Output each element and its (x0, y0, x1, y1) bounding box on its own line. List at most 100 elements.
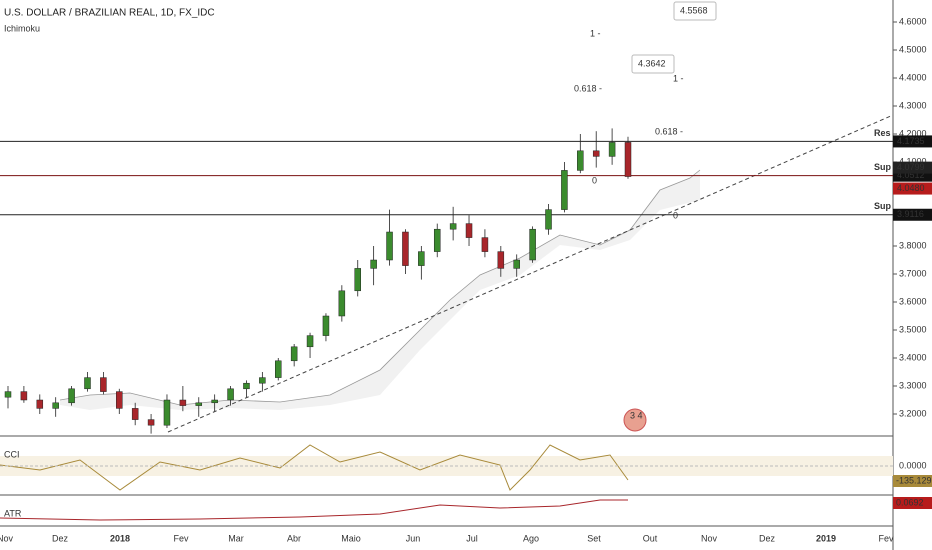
y-tick-label: 4.4000 (899, 72, 927, 82)
candle-body (465, 223, 473, 238)
candle-body (481, 237, 489, 252)
candle-body (306, 335, 314, 348)
level-price-box (893, 208, 932, 221)
x-tick-label: Nov (0, 533, 13, 543)
y-tick-label: 4.5000 (899, 44, 927, 54)
candle-body (497, 251, 505, 269)
y-tick-label: 4.1000 (899, 156, 927, 166)
candle-body (84, 377, 91, 390)
candle-body (243, 382, 250, 390)
trend-line (167, 114, 894, 433)
level-price-label: 3.9116 (897, 209, 924, 219)
level-tag: Sup (874, 162, 892, 172)
candle-body (131, 408, 139, 420)
x-tick-label: Dez (759, 533, 776, 543)
candle-body (354, 268, 361, 292)
annotation: 0.618 - (574, 83, 602, 93)
y-tick-label: 3.2000 (899, 408, 927, 418)
y-tick-label: 3.3000 (899, 380, 927, 390)
candle-body (322, 315, 330, 336)
candle-body (577, 150, 584, 171)
candle-body (259, 377, 266, 384)
event-badge (623, 408, 647, 432)
atr-line (0, 499, 628, 521)
level-price-label: 4.1735 (897, 136, 925, 146)
level-price-label: 4.0512 (897, 170, 925, 180)
callout-box (631, 54, 675, 74)
candle-body (195, 402, 203, 406)
y-tick-label: 3.5000 (899, 324, 927, 334)
x-tick-label: Abr (287, 533, 301, 543)
candle-body (290, 346, 298, 362)
y-tick-label: 4.6000 (899, 16, 927, 26)
chart-subtitle: Ichimoku (4, 23, 40, 33)
candle-body (418, 251, 425, 266)
level-tag: Res (874, 128, 891, 138)
candle-body (513, 259, 520, 269)
annotation: 1 - (590, 28, 601, 38)
x-tick-label: Jun (406, 533, 421, 543)
x-tick-label: Maio (341, 533, 361, 543)
callout-box (673, 1, 717, 21)
candle-body (147, 419, 155, 426)
x-tick-label: Fev (878, 533, 894, 543)
y-tick-label: 3.7000 (899, 268, 927, 278)
candle-body (68, 388, 75, 404)
candle-body (163, 399, 171, 426)
annotation: 0.618 - (655, 126, 683, 136)
candle-body (4, 391, 12, 398)
indicator-name: ATR (4, 508, 22, 518)
candle-body (36, 399, 44, 409)
candle-body (211, 399, 218, 404)
x-tick-label: Mar (228, 533, 244, 543)
candle-body (116, 391, 123, 409)
candle-body (179, 399, 187, 406)
candle-body (561, 170, 568, 210)
x-tick-label: Ago (523, 533, 539, 543)
candle-body (227, 388, 234, 401)
candle-body (100, 377, 107, 392)
x-tick-label: 2019 (816, 533, 836, 543)
annotation: 0 (592, 175, 597, 185)
x-tick-label: Jul (466, 533, 478, 543)
x-tick-label: Nov (701, 533, 718, 543)
candle-body (402, 231, 409, 266)
annotation: 1 - (673, 73, 684, 83)
annotation: 4.5568 (680, 5, 708, 15)
y-tick-label: 3.8000 (899, 240, 927, 250)
candle-body (20, 391, 28, 401)
x-tick-label: Fev (173, 533, 189, 543)
price-label: 4.0480 (897, 183, 925, 193)
candle-body (449, 223, 457, 230)
annotation: 4.3642 (638, 58, 666, 68)
indicator-tick-label: 0.0000 (899, 460, 927, 470)
candle-body (52, 402, 59, 409)
level-tag: Sup (874, 201, 892, 211)
y-tick-label: 4.3000 (899, 100, 927, 110)
candle-body (370, 259, 377, 269)
x-tick-label: Dez (52, 533, 69, 543)
indicator-name: CCI (4, 449, 20, 459)
indicator-value-box (893, 497, 932, 509)
candle-body (608, 142, 616, 157)
chart-title: U.S. DOLLAR / BRAZILIAN REAL, 1D, FX_IDC (4, 8, 215, 19)
candle-body (529, 228, 536, 261)
price-box (893, 182, 932, 195)
candle-body (338, 290, 346, 317)
candle-body (433, 228, 441, 252)
y-tick-label: 3.4000 (899, 352, 927, 362)
candle-body (275, 360, 282, 378)
annotation: 3 4 (630, 410, 643, 420)
x-tick-label: Out (643, 533, 658, 543)
price-label: 4.0799 (897, 162, 925, 172)
indicator-value: 0.0692 (896, 497, 924, 507)
price-box (893, 161, 932, 174)
y-tick-label: 4.2000 (899, 128, 927, 138)
annotation: 0 (673, 210, 678, 220)
cci-line (0, 444, 629, 491)
x-tick-label: Set (587, 533, 601, 543)
candle-body (545, 209, 552, 230)
candle-body (624, 142, 632, 177)
x-tick-label: 2018 (110, 533, 130, 543)
candle-body (386, 231, 393, 261)
